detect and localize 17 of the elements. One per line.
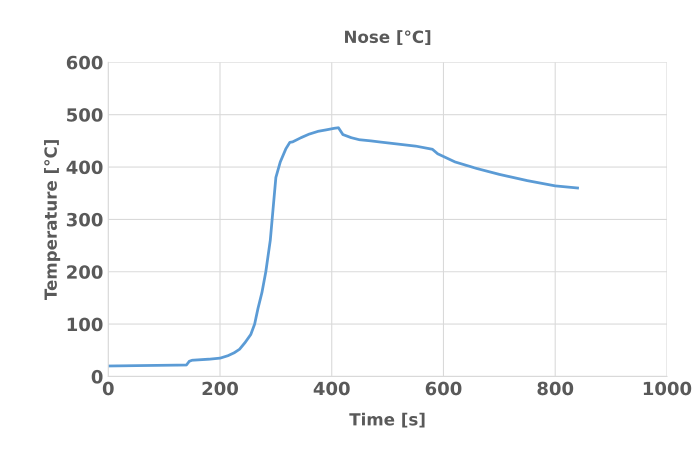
x-tick-label: 200 xyxy=(202,382,238,396)
x-tick-label: 600 xyxy=(426,382,462,396)
y-axis-title: Temperature [°C] xyxy=(44,140,60,300)
y-tick-label: 400 xyxy=(66,160,103,174)
y-tick-label: 200 xyxy=(67,265,103,279)
x-axis-title: Time [s] xyxy=(349,412,425,428)
x-tick-label: 400 xyxy=(314,382,350,396)
x-tick-label: 1000 xyxy=(644,382,692,396)
x-tick-label: 0 xyxy=(102,382,114,396)
line-series xyxy=(108,126,579,368)
x-tick-label: 800 xyxy=(537,382,574,396)
y-tick-label: 0 xyxy=(92,370,103,384)
y-tick-label: 500 xyxy=(67,108,103,122)
y-tick-label: 300 xyxy=(66,212,103,226)
y-tick-label: 100 xyxy=(68,318,103,332)
chart-title: Nose [°C] xyxy=(345,30,430,46)
y-tick-label: 600 xyxy=(66,56,103,70)
